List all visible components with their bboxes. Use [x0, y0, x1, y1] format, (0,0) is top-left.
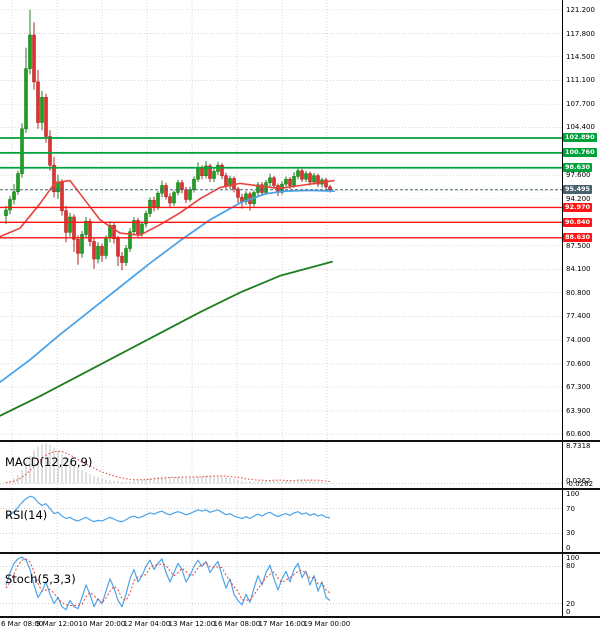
- price-tick: 67.300: [566, 383, 591, 392]
- resistance-badge: 102.890: [563, 133, 597, 143]
- price-tick: 104.400: [566, 123, 595, 132]
- rsi-line: [5, 495, 331, 523]
- panel-separator[interactable]: [0, 552, 600, 554]
- ma-slow-green: [0, 260, 333, 417]
- ma-fast-red: [0, 179, 335, 238]
- current-price-badge: 95.495: [563, 185, 593, 195]
- rsi-scale-value: 0: [566, 544, 571, 552]
- price-tick: 80.800: [566, 288, 591, 297]
- rsi-scale-value: 30: [566, 529, 575, 538]
- stoch-scale-value: 100: [566, 554, 580, 562]
- macd-scale-value: 0.0262: [566, 476, 591, 485]
- stoch-scale-value: 20: [566, 599, 575, 608]
- vertical-gridlines: [11, 0, 328, 440]
- horizontal-gridlines: [0, 9, 562, 435]
- rsi-scale-value: 100: [566, 490, 580, 498]
- axis-border: [562, 0, 563, 616]
- stoch-level-lines: [0, 566, 562, 604]
- rsi-panel: RSI(14) 100 70 30 0: [0, 490, 600, 552]
- price-tick: 114.500: [566, 52, 595, 61]
- time-axis-label: 10 Mar 20:00: [78, 620, 126, 628]
- support-badge: 88.630: [563, 233, 593, 243]
- price-tick: 94.200: [566, 194, 591, 203]
- support-badge: 90.840: [563, 217, 593, 227]
- panel-separator[interactable]: [0, 616, 600, 618]
- stoch-scale-value: 0: [566, 608, 571, 616]
- price-tick: 70.600: [566, 359, 591, 368]
- price-tick: 60.600: [566, 429, 591, 438]
- price-tick: 97.600: [566, 170, 591, 179]
- stoch-panel: Stoch(5,3,3) 100 80 20 0: [0, 554, 600, 616]
- vertical-gridlines: [11, 554, 328, 616]
- support-badge: 92.970: [563, 202, 593, 212]
- ma-mid-blue: [0, 189, 335, 384]
- time-axis: 6 Mar 08:00 9 Mar 12:00 10 Mar 20:00 12 Mar…: [0, 618, 600, 630]
- level-lines: [0, 137, 562, 239]
- rsi-indicator-label: RSI(14): [5, 508, 48, 522]
- price-panel: 121.200 117.800 114.500 111.100 107.700 104.4…: [0, 0, 597, 440]
- macd-plot[interactable]: [0, 442, 562, 488]
- time-axis-label: 12 Mar 04:00: [123, 620, 171, 628]
- price-tick: 77.400: [566, 312, 591, 321]
- panel-separator[interactable]: [0, 488, 600, 490]
- time-axis-label: 17 Mar 16:00: [258, 620, 306, 628]
- price-tick: 74.000: [566, 336, 591, 345]
- candles: [4, 9, 332, 271]
- rsi-plot[interactable]: [0, 490, 562, 552]
- price-tick: 87.500: [566, 241, 591, 250]
- time-axis-label: 9 Mar 12:00: [36, 620, 79, 628]
- macd-scale-value: 8.7318: [566, 442, 591, 450]
- price-tick: 84.100: [566, 265, 591, 274]
- price-tick: 107.700: [566, 100, 595, 109]
- price-tick: 117.800: [566, 29, 595, 38]
- stoch-plot[interactable]: [0, 554, 562, 616]
- stoch-k-line: [5, 556, 331, 611]
- time-axis-label: 13 Mar 12:00: [168, 620, 216, 628]
- macd-signal-line: [5, 450, 331, 483]
- price-tick: 111.100: [566, 76, 595, 85]
- macd-panel: MACD(12,26,9) 8.7318 0.0262 -0.0262: [0, 442, 600, 488]
- time-axis-label: 6 Mar 08:00: [1, 620, 44, 628]
- resistance-badge: 100.760: [563, 148, 597, 158]
- panel-separator[interactable]: [0, 440, 600, 442]
- stoch-indicator-label: Stoch(5,3,3): [5, 572, 76, 586]
- time-axis-label: 16 Mar 08:00: [213, 620, 261, 628]
- macd-histogram: [5, 443, 331, 484]
- rsi-scale-value: 70: [566, 504, 575, 513]
- time-axis-label: 19 Mar 00:00: [303, 620, 351, 628]
- vertical-gridlines: [11, 490, 328, 552]
- price-tick: 63.900: [566, 406, 591, 415]
- rsi-level-lines: [0, 508, 562, 534]
- price-tick: 121.200: [566, 5, 595, 14]
- macd-scale-value: -0.0262: [566, 480, 594, 488]
- stoch-scale-value: 80: [566, 562, 575, 571]
- resistance-badge: 98.630: [563, 163, 593, 173]
- candlestick-chart[interactable]: [0, 0, 562, 440]
- macd-indicator-label: MACD(12,26,9): [5, 455, 93, 469]
- stoch-d-line: [5, 558, 331, 606]
